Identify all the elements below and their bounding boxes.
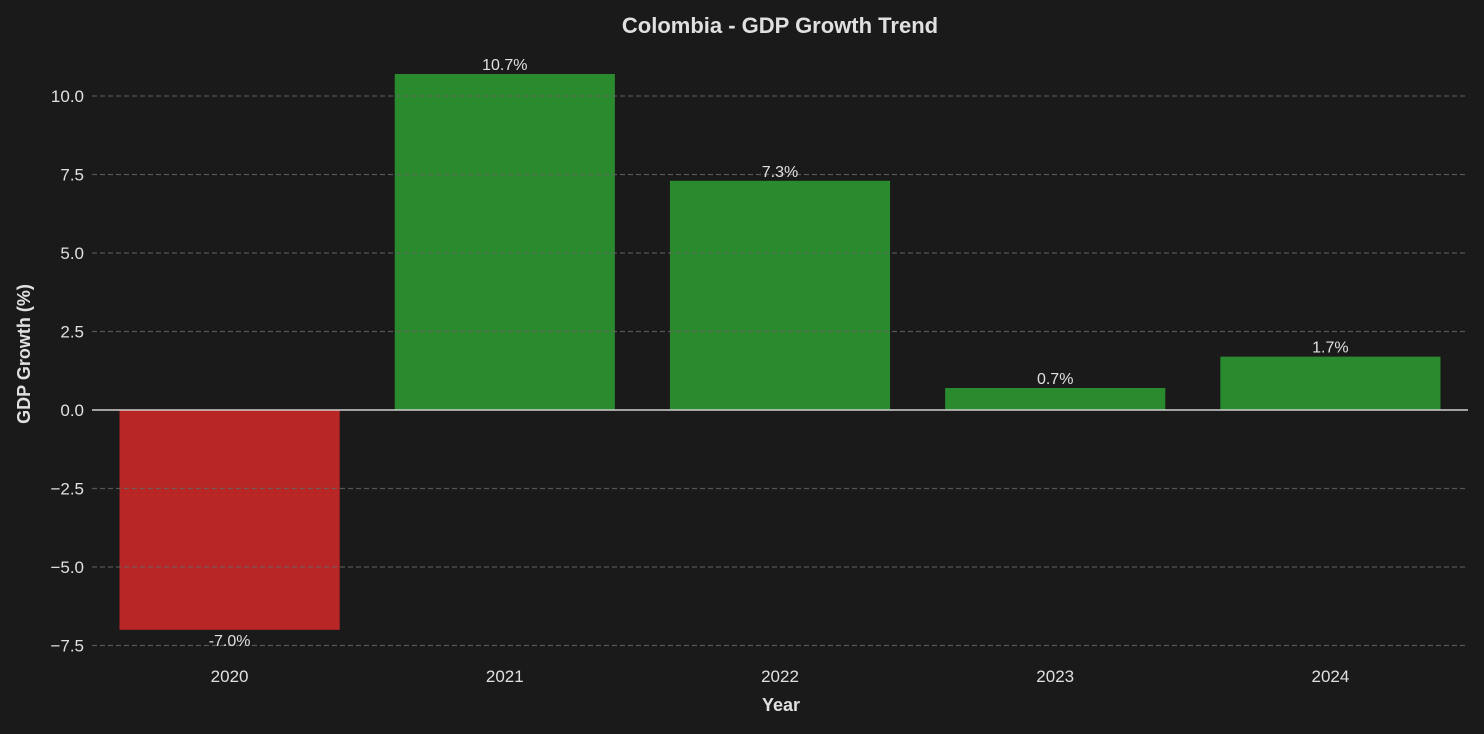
data-label-2023: 0.7%: [1037, 371, 1073, 388]
y-tick-label: 0.0: [60, 401, 84, 420]
bar-2021: [394, 74, 615, 411]
chart-title: Colombia - GDP Growth Trend: [622, 13, 938, 38]
bar-2024: [1220, 356, 1441, 410]
data-label-2020: -7.0%: [209, 633, 251, 650]
bar-2023: [945, 388, 1166, 410]
x-tick-label-2024: 2024: [1311, 667, 1349, 686]
bar-2020: [119, 410, 340, 630]
bar-2022: [669, 180, 891, 410]
y-axis-label: GDP Growth (%): [14, 284, 34, 424]
y-tick-label: −7.5: [50, 637, 84, 656]
x-tick-label-2022: 2022: [761, 667, 799, 686]
x-tick-label-2021: 2021: [486, 667, 524, 686]
y-tick-label: 5.0: [60, 244, 84, 263]
data-label-2021: 10.7%: [482, 57, 527, 74]
data-label-2022: 7.3%: [762, 164, 798, 181]
x-tick-label-2023: 2023: [1036, 667, 1074, 686]
x-axis-label: Year: [762, 695, 800, 715]
data-label-2024: 1.7%: [1312, 340, 1348, 357]
y-tick-label: −5.0: [50, 558, 84, 577]
y-tick-label: −2.5: [50, 480, 84, 499]
x-tick-label-2020: 2020: [211, 667, 249, 686]
y-tick-label: 7.5: [60, 166, 84, 185]
y-tick-label: 2.5: [60, 323, 84, 342]
y-tick-label: 10.0: [51, 87, 84, 106]
